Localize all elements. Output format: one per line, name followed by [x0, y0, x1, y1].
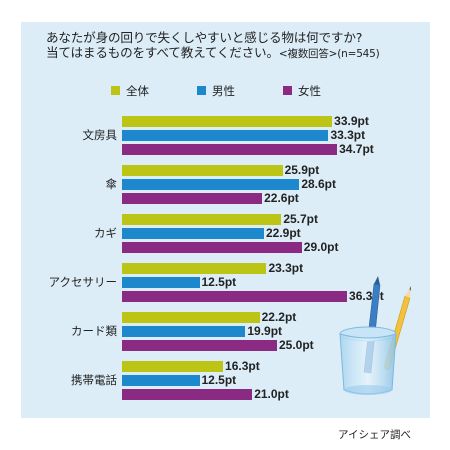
question-line-2-text: 当てはまるものをすべて教えてください。 [46, 45, 279, 60]
source-note: アイシェア調べ [338, 429, 411, 441]
value-label: 25.0pt [279, 338, 314, 352]
bar-female [122, 389, 253, 400]
category-label: カギ [94, 226, 117, 240]
pencil-cup-illustration [339, 276, 411, 395]
value-label: 34.7pt [339, 142, 374, 156]
legend-label-all: 全体 [126, 84, 149, 98]
category-label: カード類 [71, 324, 117, 338]
bar-male [122, 228, 264, 239]
value-label: 21.0pt [254, 387, 289, 401]
bar-female [122, 193, 263, 204]
value-label: 19.9pt [247, 324, 283, 338]
bar-all [122, 165, 283, 176]
bar-male [122, 375, 200, 386]
bar-female [122, 242, 302, 253]
question-line-1: あなたが身の回りで失くしやすいと感じる物は何ですか? [46, 30, 363, 45]
value-label: 22.2pt [261, 310, 297, 324]
bar-all [122, 361, 224, 372]
legend-label-female: 女性 [298, 84, 321, 98]
bar-female [122, 340, 277, 351]
question-line-2: 当てはまるものをすべて教えてください。<複数回答>(n=545) [46, 45, 426, 62]
legend-swatch-all [111, 86, 120, 95]
bar-female [122, 291, 348, 302]
value-label: 12.5pt [201, 373, 237, 387]
value-label: 25.9pt [284, 163, 320, 177]
category-label: 傘 [105, 177, 118, 191]
question-note: <複数回答>(n=545) [278, 48, 380, 60]
bar-male [122, 179, 300, 190]
cup-base [344, 385, 392, 395]
value-label: 22.6pt [264, 191, 299, 205]
category-label: 携帯電話 [71, 373, 117, 387]
legend-swatch-female [283, 86, 292, 95]
legend-swatch-male [197, 86, 206, 95]
category-label: 文房具 [82, 128, 118, 142]
bar-male [122, 277, 200, 288]
value-label: 12.5pt [201, 275, 237, 289]
value-label: 33.9pt [334, 114, 369, 128]
bar-all [122, 116, 333, 127]
category-label: アクセサリー [48, 275, 117, 289]
value-label: 33.3pt [330, 128, 366, 142]
bar-all [122, 312, 260, 323]
bar-all [122, 214, 282, 225]
bar-male [122, 326, 246, 337]
bar-male [122, 130, 329, 141]
value-label: 28.6pt [301, 177, 336, 191]
value-label: 22.9pt [265, 226, 301, 240]
bar-all [122, 263, 267, 274]
chart-question: あなたが身の回りで失くしやすいと感じる物は何ですか? 当てはまるものをすべて教え… [46, 30, 426, 62]
value-label: 23.3pt [268, 261, 304, 275]
value-label: 29.0pt [303, 240, 339, 254]
value-label: 25.7pt [283, 212, 319, 226]
bar-female [122, 144, 338, 155]
value-label: 16.3pt [225, 359, 260, 373]
legend-label-male: 男性 [212, 84, 235, 98]
